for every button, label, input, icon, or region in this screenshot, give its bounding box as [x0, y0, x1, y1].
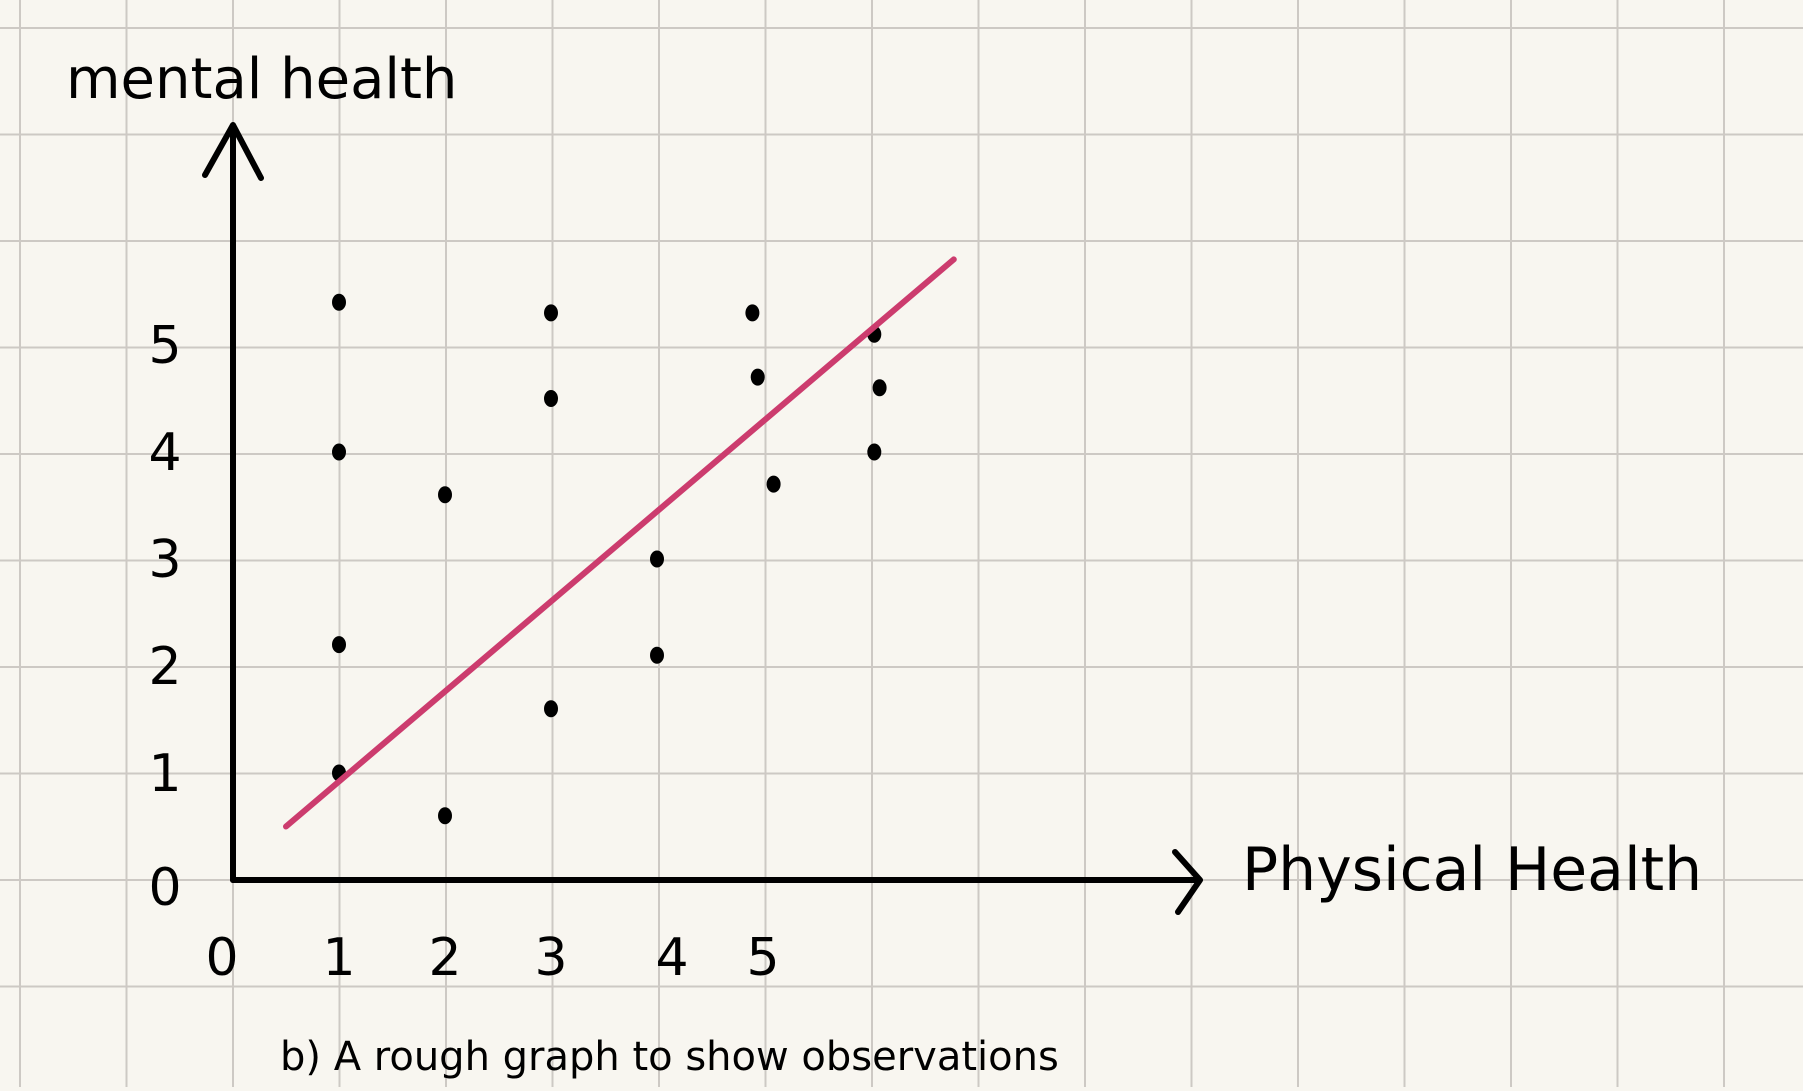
- labels: mental health Physical Health b) A rough…: [66, 47, 1702, 1080]
- y-tick-label: 1: [148, 744, 181, 804]
- y-tick-label: 2: [148, 637, 181, 697]
- x-axis-label: Physical Health: [1242, 835, 1702, 905]
- y-axis-label: mental health: [66, 47, 457, 112]
- data-point: [650, 646, 664, 664]
- data-point: [332, 293, 346, 311]
- x-tick-label: 5: [746, 928, 779, 988]
- x-tick-label: 3: [534, 928, 567, 988]
- axes: [202, 122, 1203, 915]
- data-point: [766, 475, 781, 493]
- data-point: [872, 379, 887, 397]
- data-point: [745, 304, 760, 322]
- data-point: [438, 486, 452, 504]
- data-point: [438, 807, 452, 825]
- data-point: [544, 390, 558, 407]
- x-tick-label: 1: [322, 928, 355, 988]
- y-tick-label: 0: [148, 858, 181, 918]
- data-point: [332, 443, 346, 461]
- y-tick-label: 4: [148, 423, 181, 483]
- data-point: [544, 304, 558, 322]
- y-tick-label: 3: [148, 530, 181, 590]
- data-point: [650, 550, 664, 568]
- y-axis-arrowhead: [202, 122, 264, 181]
- x-tick-label: 2: [428, 928, 461, 988]
- x-axis-arrowhead: [1172, 849, 1203, 915]
- data-point: [750, 368, 765, 386]
- data-point: [544, 700, 558, 718]
- y-tick-label: 5: [148, 316, 181, 376]
- data-point: [332, 636, 346, 654]
- data-point: [867, 443, 882, 461]
- x-tick-label: 4: [655, 928, 688, 988]
- plot-area: [283, 256, 957, 830]
- caption: b) A rough graph to show observations: [280, 1034, 1059, 1080]
- x-tick-label: 0: [205, 928, 238, 988]
- trend-line: [283, 256, 957, 830]
